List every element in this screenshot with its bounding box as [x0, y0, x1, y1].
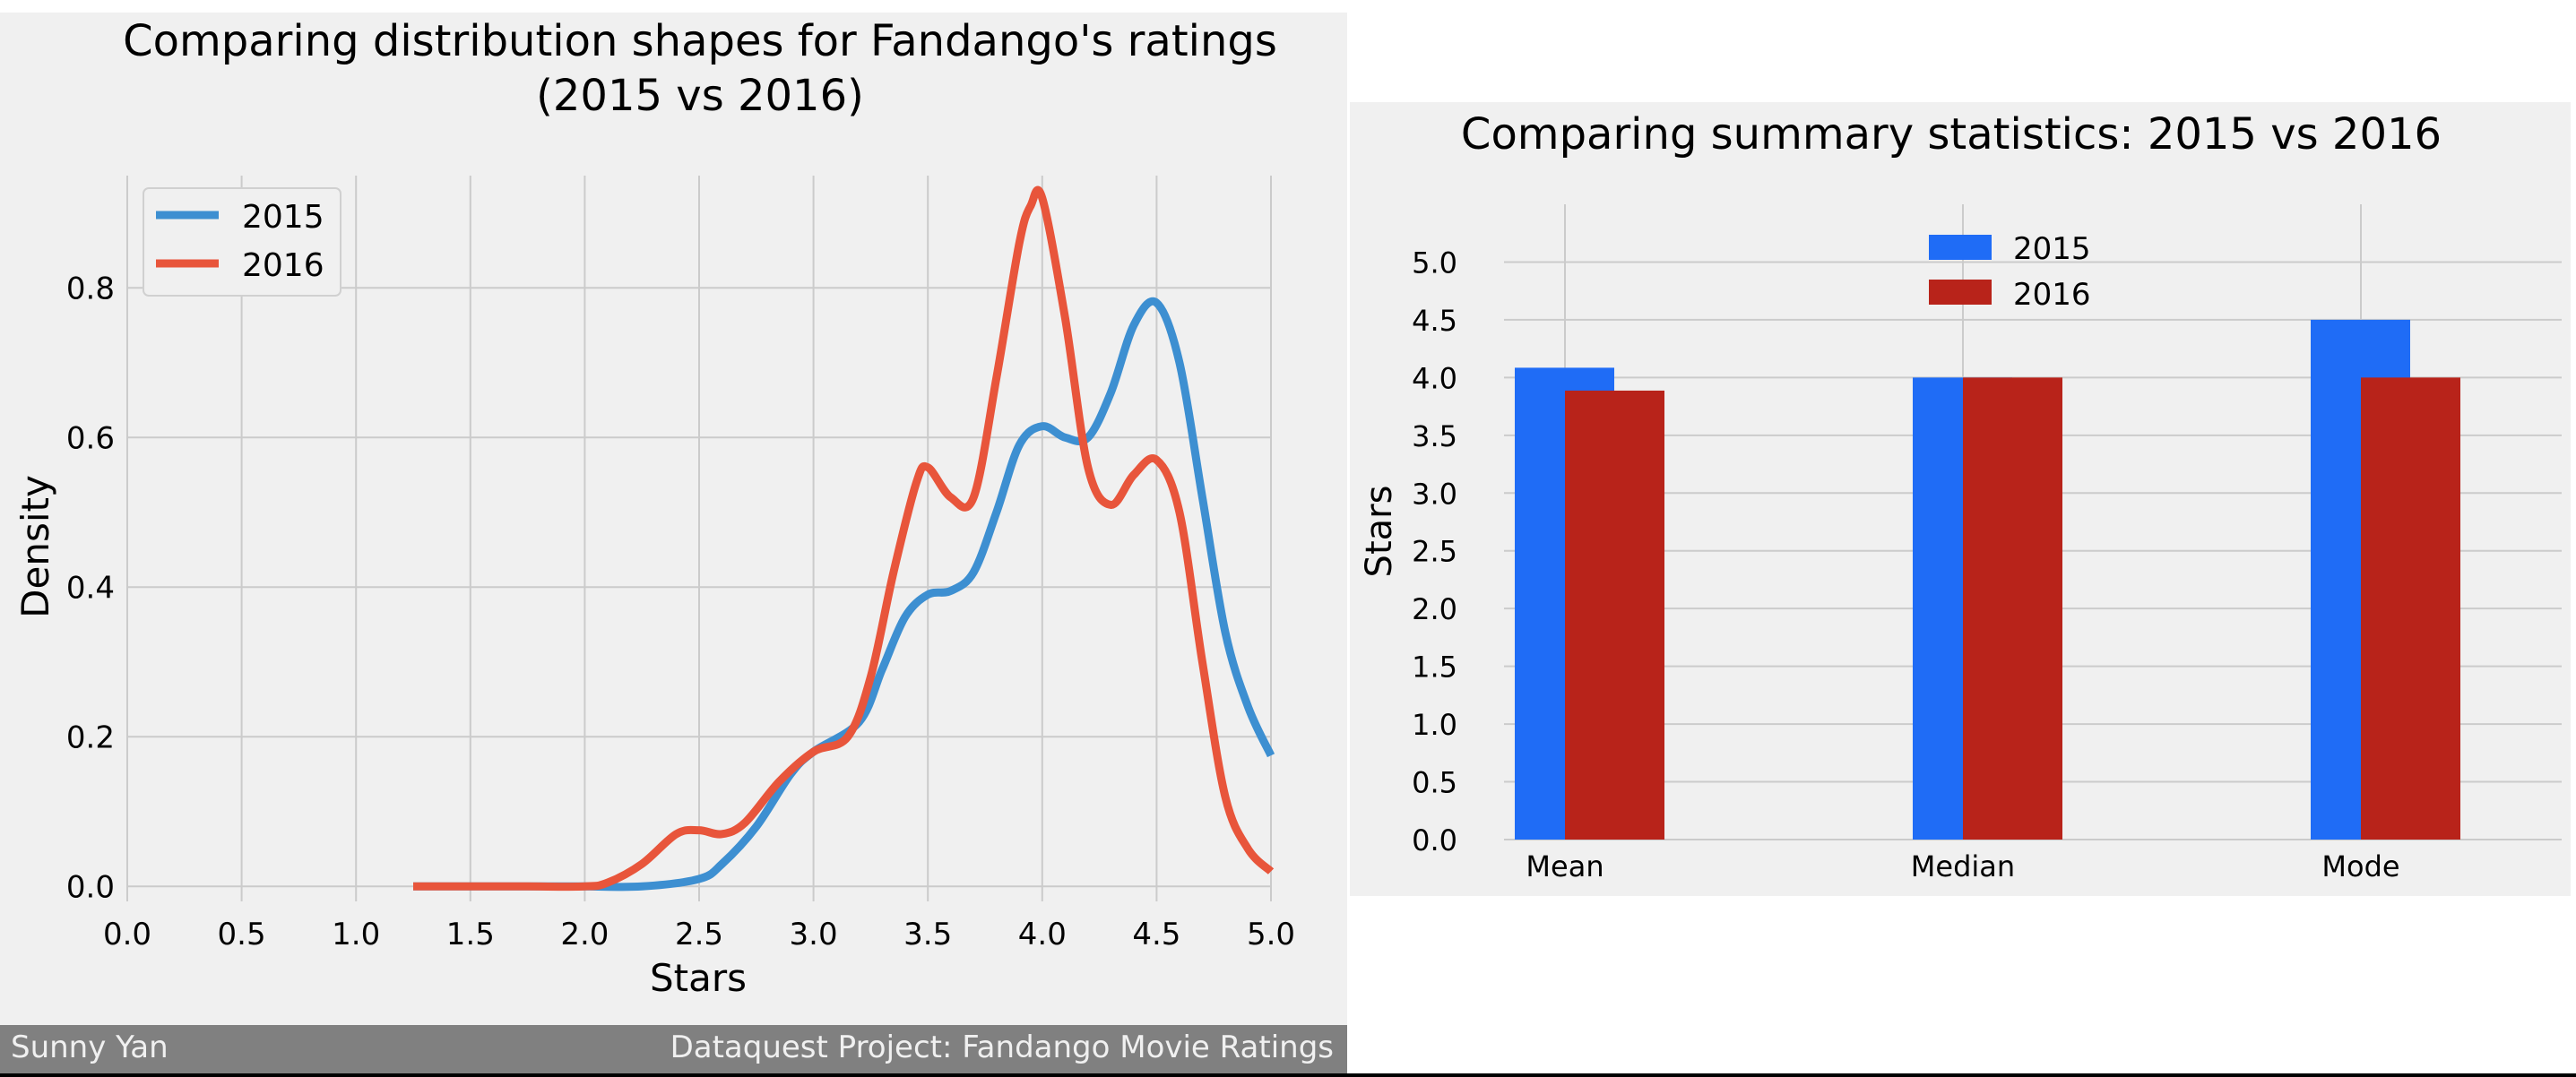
density-grid — [126, 176, 1272, 901]
density-y-axis-label: Density — [13, 475, 57, 618]
density-y-tick-label: 0.6 — [66, 420, 115, 456]
summary-bar-mean-2016 — [1565, 390, 1664, 840]
density-chart-background — [0, 13, 1347, 1025]
density-x-tick-label: 3.0 — [790, 917, 838, 952]
density-legend: 2015 2016 — [143, 187, 341, 297]
density-y-tick-label: 0.4 — [66, 570, 115, 606]
summary-y-tick-label: 2.0 — [1412, 592, 1457, 626]
density-x-tick-label: 2.5 — [675, 917, 723, 952]
summary-bar-median-2016 — [1963, 377, 2062, 840]
summary-x-tick-label: Median — [1911, 849, 2015, 883]
density-x-tick-label: 4.5 — [1132, 917, 1180, 952]
summary-chart-panel: Comparing summary statistics: 2015 vs 20… — [1350, 102, 2571, 896]
summary-y-ticks: 0.0 0.5 1.0 1.5 2.0 2.5 3.0 3.5 4.0 4.5 5.0 — [1412, 246, 1457, 857]
summary-bars — [1515, 319, 2460, 840]
footer-project: Dataquest Project: Fandango Movie Rating… — [670, 1030, 1334, 1065]
density-x-tick-label: 0.0 — [103, 917, 151, 952]
density-legend-label-2015: 2015 — [242, 199, 324, 236]
summary-y-tick-label: 4.5 — [1412, 304, 1457, 338]
summary-legend-swatch-2015 — [1929, 235, 1992, 260]
density-x-tick-label: 4.0 — [1018, 917, 1067, 952]
summary-y-tick-label: 5.0 — [1412, 246, 1457, 280]
density-chart-title: Comparing distribution shapes for Fandan… — [123, 16, 1277, 66]
summary-x-tick-label: Mean — [1526, 849, 1604, 883]
density-x-tick-label: 5.0 — [1247, 917, 1295, 952]
density-y-tick-label: 0.2 — [66, 719, 115, 755]
density-y-ticks: 0.0 0.2 0.4 0.6 0.8 — [66, 271, 115, 905]
summary-bar-mode-2016 — [2361, 377, 2460, 840]
summary-x-ticks: Mean Median Mode — [1526, 849, 2399, 883]
density-x-tick-label: 3.5 — [903, 917, 952, 952]
density-x-ticks: 0.0 0.5 1.0 1.5 2.0 2.5 3.0 3.5 4.0 4.5 5.0 — [103, 917, 1295, 952]
summary-legend: 2015 2016 — [1929, 231, 2091, 313]
summary-y-tick-label: 0.5 — [1412, 766, 1457, 800]
density-legend-label-2016: 2016 — [242, 247, 324, 284]
summary-y-tick-label: 4.0 — [1412, 361, 1457, 395]
summary-chart-title: Comparing summary statistics: 2015 vs 20… — [1461, 109, 2442, 159]
summary-y-tick-label: 3.0 — [1412, 477, 1457, 511]
density-x-axis-label: Stars — [650, 956, 747, 1000]
density-lines — [412, 185, 1275, 892]
density-chart-subtitle: (2015 vs 2016) — [536, 71, 864, 121]
summary-legend-label-2016: 2016 — [2013, 277, 2091, 313]
footer-bar — [0, 1025, 1347, 1077]
density-x-tick-label: 2.0 — [560, 917, 609, 952]
density-chart-panel: Comparing distribution shapes for Fandan… — [0, 13, 1347, 1077]
summary-legend-swatch-2016 — [1929, 280, 1992, 305]
density-line-2015 — [412, 297, 1275, 892]
density-line-2016 — [412, 185, 1275, 892]
density-y-tick-label: 0.0 — [66, 869, 115, 905]
summary-x-tick-label: Mode — [2321, 849, 2399, 883]
summary-y-tick-label: 0.0 — [1412, 823, 1457, 857]
density-x-tick-label: 0.5 — [218, 917, 266, 952]
summary-y-tick-label: 1.5 — [1412, 651, 1457, 685]
footer-author: Sunny Yan — [11, 1030, 169, 1065]
summary-y-axis-label: Stars — [1359, 486, 1400, 578]
density-x-tick-label: 1.0 — [332, 917, 380, 952]
summary-legend-label-2015: 2015 — [2013, 231, 2091, 267]
summary-y-tick-label: 1.0 — [1412, 708, 1457, 742]
summary-y-tick-label: 2.5 — [1412, 535, 1457, 569]
density-y-tick-label: 0.8 — [66, 271, 115, 306]
summary-y-tick-label: 3.5 — [1412, 419, 1457, 453]
density-x-tick-label: 1.5 — [446, 917, 495, 952]
